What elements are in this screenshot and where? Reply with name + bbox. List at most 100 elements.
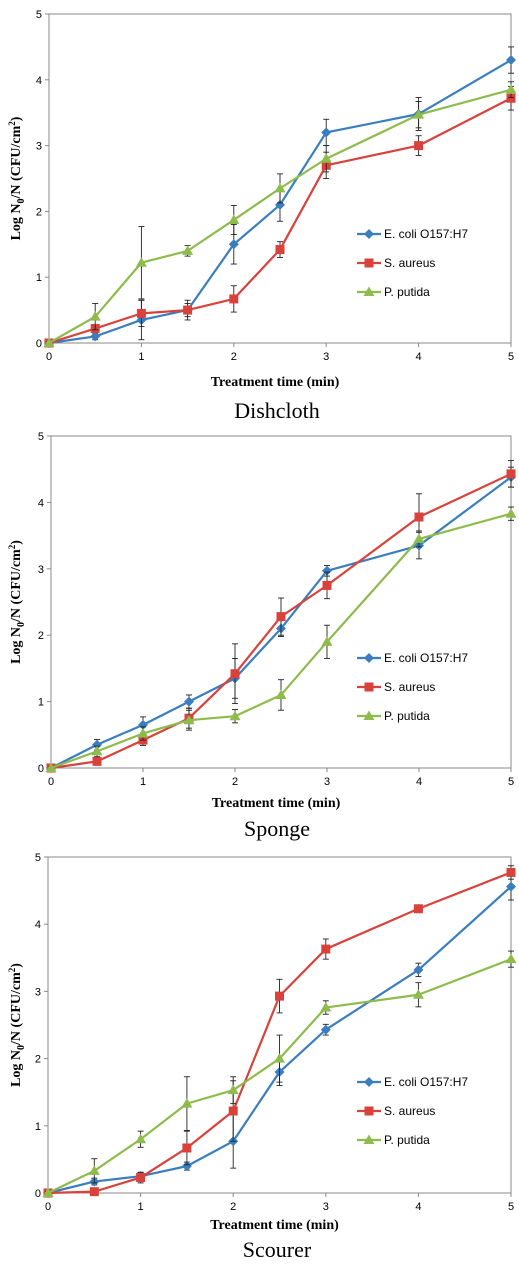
chart-panel-1: 0 1 2 3 4 5 0 1 2 3 4 5 Treatment time (min) Log N0/N…: [7, 9, 517, 423]
legend-label: P. putida: [384, 709, 430, 723]
data-point: [275, 991, 284, 1001]
data-point: [413, 109, 425, 119]
series-2: [46, 460, 516, 773]
data-point: [182, 1143, 192, 1153]
chart-panel-3: 0 1 2 3 4 5 0 1 2 3 4 5 Treatment time (min) Log N0/N…: [7, 852, 517, 1262]
y-tick-label: 4: [35, 919, 41, 931]
data-point: [320, 1002, 332, 1012]
y-axis-title: Log N0/N (CFU/cm2): [7, 540, 27, 664]
series-3: [45, 506, 517, 772]
y-tick-label: 0: [36, 338, 42, 350]
data-point: [505, 508, 517, 518]
x-tick-label: 5: [508, 351, 514, 363]
x-tick-label: 3: [324, 776, 330, 788]
data-point: [183, 714, 195, 725]
series-line: [50, 512, 512, 770]
legend-label: S. aureus: [384, 680, 435, 694]
data-point: [182, 245, 194, 255]
data-point: [413, 904, 423, 914]
data-point: [413, 533, 425, 543]
y-tick-label: 2: [38, 630, 44, 642]
data-point: [42, 1187, 54, 1197]
plot-frame: [47, 856, 512, 1194]
data-point: [320, 1024, 331, 1035]
legend: E. coli O157:H7 S. aureus P. putida: [357, 227, 468, 299]
x-tick-label: 4: [416, 351, 422, 363]
data-point: [413, 964, 424, 975]
data-point: [91, 745, 103, 756]
data-point: [137, 727, 149, 738]
legend-label: S. aureus: [384, 256, 435, 270]
x-tick-label: 5: [508, 1201, 514, 1213]
data-point: [414, 512, 424, 522]
data-point: [230, 669, 240, 679]
data-point: [321, 944, 331, 954]
y-tick-label: 5: [38, 431, 44, 443]
data-point: [322, 580, 332, 590]
data-point: [89, 1187, 99, 1197]
legend-label: S. aureus: [384, 1104, 435, 1118]
data-point: [90, 331, 101, 342]
data-point: [135, 257, 147, 267]
data-point: [506, 867, 516, 877]
legend-label: E. coli O157:H7: [384, 227, 468, 241]
legend-marker: [364, 1106, 374, 1116]
data-point: [505, 953, 517, 964]
data-point: [228, 239, 239, 250]
data-point: [228, 214, 240, 224]
legend-marker: [364, 229, 374, 239]
y-tick-label: 2: [36, 206, 42, 218]
legend-marker: [364, 258, 374, 268]
data-point: [136, 1173, 146, 1183]
x-tick-label: 4: [415, 1201, 421, 1213]
series-line: [47, 871, 512, 1195]
series-3: [42, 950, 517, 1197]
data-point: [322, 565, 332, 576]
data-point: [506, 469, 516, 479]
data-point: [181, 1161, 192, 1172]
legend-marker: [364, 682, 374, 692]
y-tick-label: 1: [38, 697, 44, 709]
panel-caption: Scourer: [243, 1237, 312, 1262]
x-tick-label: 5: [508, 776, 514, 788]
y-tick-label: 1: [36, 272, 42, 284]
legend: E. coli O157:H7 S. aureus P. putida: [357, 1075, 468, 1147]
data-point: [412, 989, 424, 999]
legend-label: P. putida: [384, 1133, 430, 1147]
series-3: [43, 81, 517, 347]
x-tick-label: 0: [48, 776, 54, 788]
y-tick-label: 0: [38, 763, 44, 775]
x-tick-label: 2: [230, 1201, 236, 1213]
data-point: [506, 881, 516, 892]
data-point: [227, 1084, 239, 1095]
data-point: [135, 1133, 147, 1144]
legend-label: E. coli O157:H7: [384, 651, 468, 665]
legend: E. coli O157:H7 S. aureus P. putida: [357, 651, 468, 723]
data-point: [92, 756, 102, 766]
x-tick-label: 2: [232, 776, 238, 788]
x-tick-label: 4: [416, 776, 422, 788]
legend-label: E. coli O157:H7: [384, 1075, 468, 1089]
legend-marker: [363, 286, 375, 296]
data-point: [92, 739, 102, 750]
data-point: [229, 710, 241, 721]
legend-marker: [363, 1134, 375, 1144]
data-point: [506, 93, 516, 103]
series-2: [43, 865, 516, 1198]
y-tick-label: 3: [38, 564, 44, 576]
data-point: [320, 153, 332, 163]
data-point: [228, 1106, 238, 1116]
data-point: [88, 1165, 100, 1175]
x-tick-label: 0: [46, 351, 52, 363]
data-point: [45, 762, 57, 772]
y-tick-label: 5: [35, 852, 41, 864]
y-tick-label: 2: [35, 1054, 41, 1066]
data-point: [505, 84, 517, 94]
y-tick-label: 0: [35, 1188, 41, 1200]
x-tick-label: 1: [138, 351, 144, 363]
legend-marker: [363, 710, 375, 720]
y-axis-title: Log N0/N (CFU/cm2): [7, 963, 27, 1087]
data-point: [275, 245, 285, 255]
x-tick-label: 2: [231, 351, 237, 363]
